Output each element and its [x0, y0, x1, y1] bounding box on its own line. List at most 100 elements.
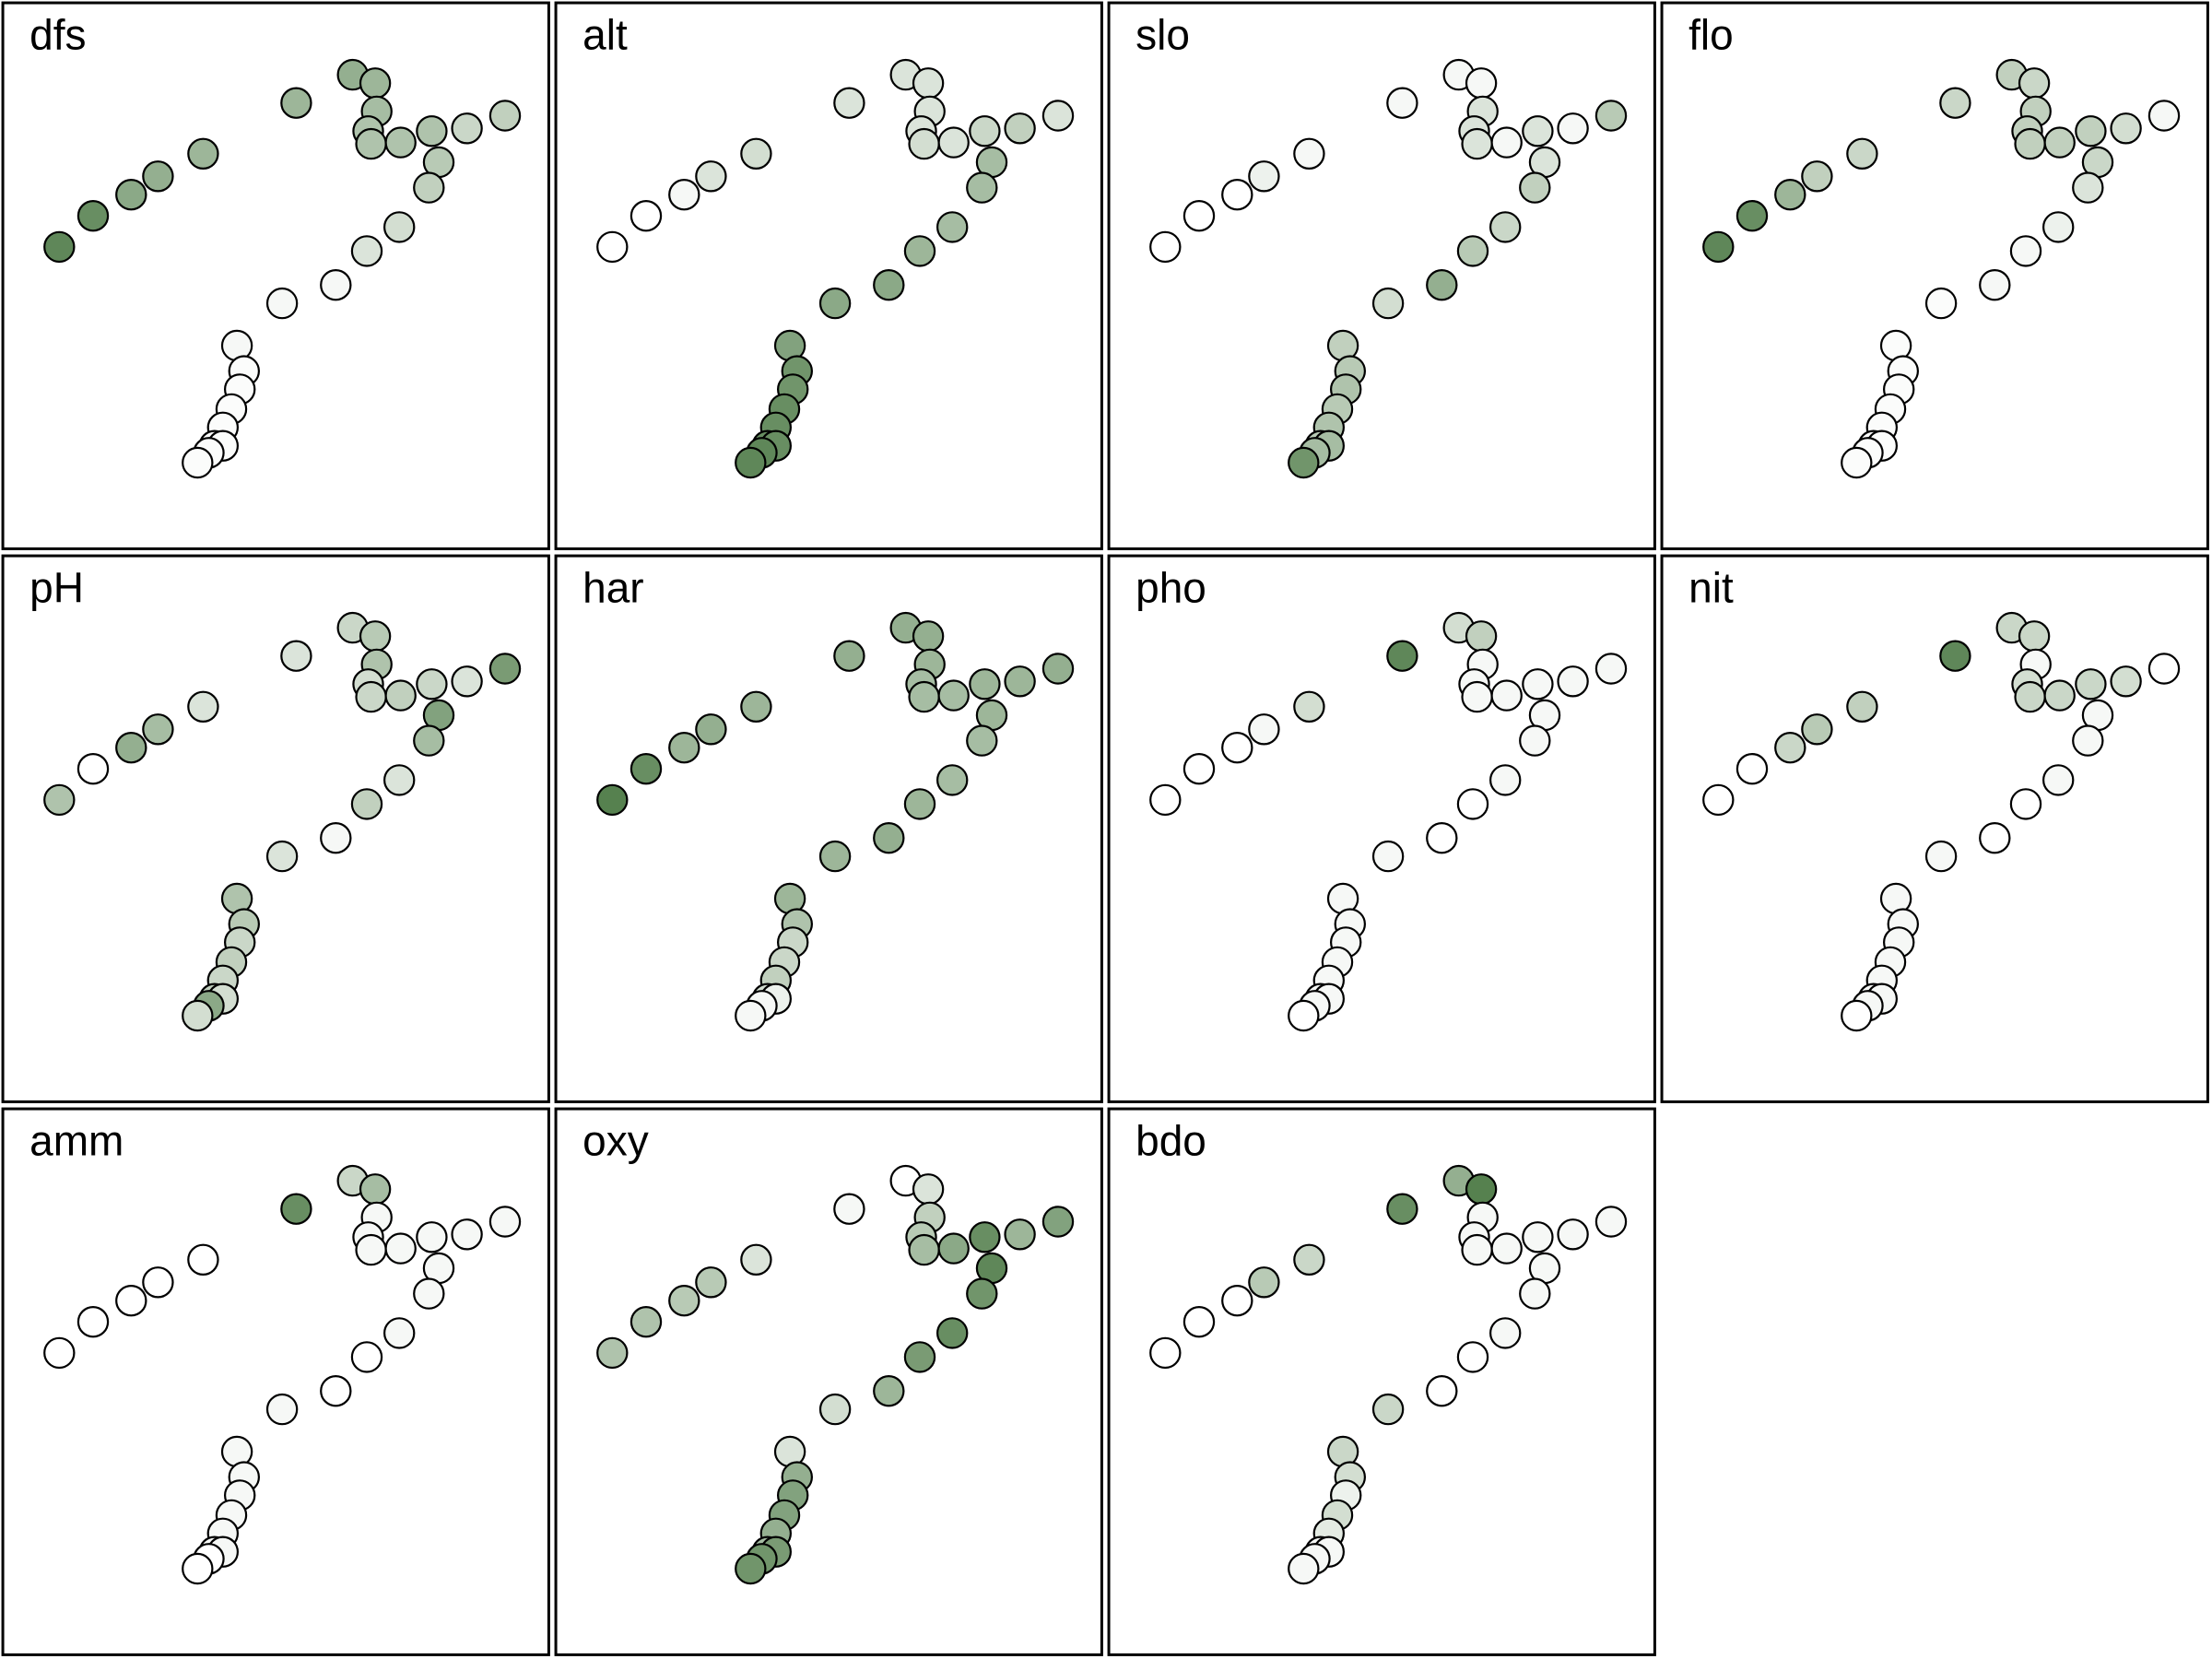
data-point [384, 679, 417, 712]
panel-bdo: bdo [1107, 1107, 1656, 1656]
data-point [280, 1193, 312, 1225]
data-point [182, 1552, 214, 1585]
data-point [1456, 1341, 1489, 1373]
data-point [320, 269, 352, 301]
data-point [903, 1341, 936, 1373]
data-point [1465, 67, 1498, 100]
data-point [359, 67, 392, 100]
data-point [182, 999, 214, 1032]
data-point [2043, 126, 2076, 159]
data-point [359, 1173, 392, 1206]
data-point [2075, 115, 2107, 147]
data-point [1801, 160, 1833, 193]
data-point [969, 1221, 1001, 1253]
data-point [1519, 171, 1551, 204]
data-point [1774, 732, 1806, 764]
data-point [1846, 137, 1878, 170]
data-point [966, 724, 998, 757]
data-point [76, 753, 110, 785]
data-point [1924, 840, 1958, 873]
data-point [735, 999, 767, 1032]
data-point [740, 1243, 772, 1277]
data-point [1288, 446, 1320, 479]
data-point [1149, 230, 1182, 264]
data-point [1490, 1232, 1523, 1265]
data-point [912, 67, 945, 100]
data-point [142, 713, 174, 746]
data-point [1557, 665, 1589, 698]
data-point [2043, 679, 2076, 712]
data-point [320, 822, 352, 854]
panel-title: pH [29, 564, 84, 612]
data-point [873, 269, 905, 301]
data-point [1426, 1374, 1458, 1407]
data-point [1221, 1284, 1253, 1317]
data-point [629, 753, 663, 785]
data-point [1846, 690, 1878, 724]
data-point [265, 1393, 299, 1426]
data-point [1979, 269, 2011, 301]
data-point [416, 668, 448, 700]
data-point [1465, 620, 1498, 653]
data-point [1288, 1552, 1320, 1585]
data-point [142, 160, 174, 193]
data-point [1293, 690, 1325, 724]
data-point [1182, 753, 1216, 785]
data-point [320, 1374, 352, 1407]
data-point [76, 1305, 110, 1338]
panel-frame [1, 554, 550, 1103]
data-point [969, 668, 1001, 700]
data-point [43, 783, 76, 817]
panel-har: har [554, 554, 1103, 1103]
panel-frame [1, 1, 550, 550]
data-point [2009, 788, 2042, 820]
panel-flo: flo [1660, 1, 2209, 550]
data-point [488, 1206, 522, 1238]
data-point [1426, 822, 1458, 854]
panel-title: amm [29, 1117, 124, 1165]
panel-title: oxy [582, 1117, 649, 1165]
data-point [912, 620, 945, 653]
data-point [937, 126, 970, 159]
data-point [265, 287, 299, 320]
data-point [2072, 171, 2104, 204]
data-point [280, 640, 312, 672]
data-point [1004, 665, 1036, 698]
data-point [1801, 713, 1833, 746]
data-point [2147, 100, 2181, 132]
panel-frame [1107, 1, 1656, 550]
data-point [833, 640, 865, 672]
data-point [935, 764, 969, 796]
panel-frame [1107, 554, 1656, 1103]
data-point [1465, 1173, 1498, 1206]
panel-frame [554, 554, 1103, 1103]
data-point [355, 127, 387, 160]
panel-frame [1107, 1107, 1656, 1656]
data-point [1841, 446, 1873, 479]
data-point [695, 160, 727, 193]
data-point [1221, 732, 1253, 764]
data-point [1386, 87, 1418, 119]
data-point [596, 783, 629, 817]
data-point [1924, 287, 1958, 320]
panel-frame [1660, 1, 2209, 550]
data-point [488, 653, 522, 685]
data-point [668, 732, 700, 764]
data-point [1456, 235, 1489, 267]
data-point [873, 822, 905, 854]
data-point [1702, 230, 1735, 264]
data-point [935, 211, 969, 243]
data-point [937, 1232, 970, 1265]
data-point [908, 127, 940, 160]
data-point [2075, 668, 2107, 700]
data-point [350, 788, 383, 820]
data-point [1386, 1193, 1418, 1225]
data-point [1461, 680, 1493, 713]
data-point [383, 1317, 416, 1349]
data-point [1488, 211, 1522, 243]
data-point [966, 171, 998, 204]
panel-title: slo [1135, 11, 1190, 59]
panel-frame [554, 1, 1103, 550]
data-point [903, 235, 936, 267]
